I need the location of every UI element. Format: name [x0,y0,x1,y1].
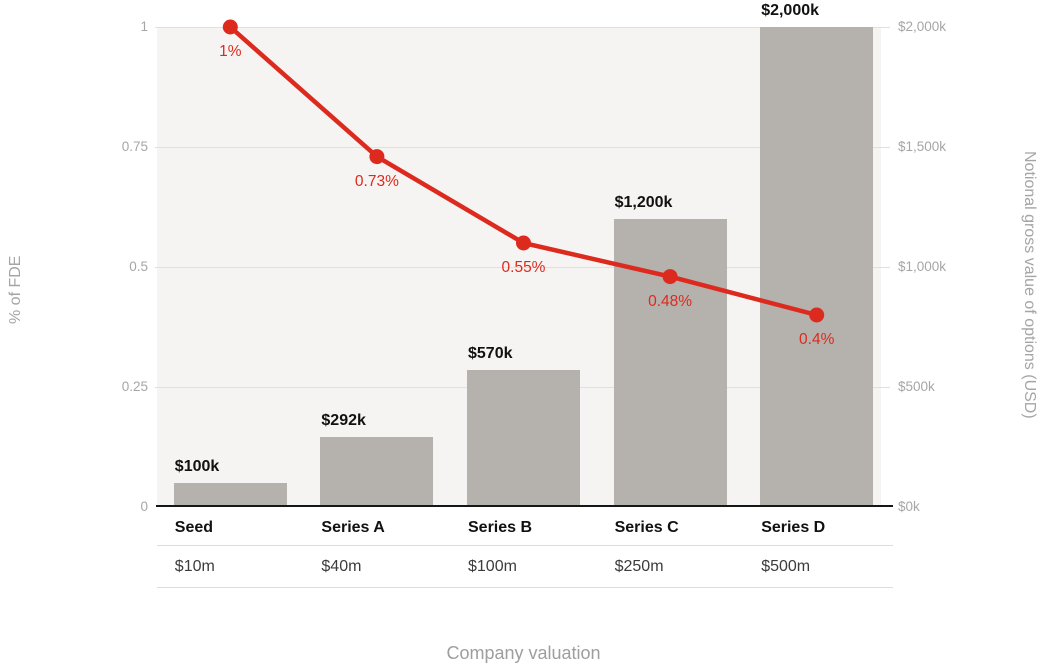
line-series-layer [222,19,825,323]
valuation-label: $100m [468,558,517,575]
line-point-label: 0.4% [799,331,835,348]
bar [760,27,874,507]
bar-value-label: $2,000k [761,2,820,19]
category-label: Series A [321,519,385,536]
valuation-label: $250m [614,558,664,575]
right-axis-tick: $1,500k [898,139,947,154]
category-label: Series D [761,519,826,536]
valuation-label: $10m [174,558,215,575]
x-axis-line [156,505,893,507]
line-point-label: 0.48% [648,292,693,310]
right-axis-tick: $2,000k [898,19,947,34]
bar-value-label: $292k [321,411,366,429]
right-axis-title: Notional gross value of options (USD) [1021,151,1038,419]
left-axis-tick: 0.75 [121,139,148,154]
right-axis-tick: $1,000k [898,259,947,274]
left-axis-tick: 0.5 [129,259,148,274]
valuation-label: $40m [321,558,362,575]
table-divider-bottom [157,587,893,588]
bar-value-label: $100k [174,458,220,475]
line-point [516,235,531,251]
bar [467,370,580,507]
bar [320,436,434,507]
x-axis-title: Company valuation [446,643,601,663]
left-axis-tick: 0 [140,499,148,514]
category-label: Series C [614,519,679,536]
left-axis-tick: 1 [140,19,148,34]
line-point [809,307,825,323]
line-point [662,269,678,285]
left-axis-title: % of FDE [7,255,24,325]
gridline [155,266,890,268]
right-axis-tick: $500k [898,379,935,394]
bar-value-label: $1,200k [614,194,673,211]
line-point-label: 0.73% [354,172,399,190]
line-point-label: 0.55% [501,259,546,276]
gridline [155,146,890,148]
valuation-label: $500m [761,558,811,575]
line-point-label: 1% [219,43,242,60]
table-divider-top [157,545,893,546]
category-label: Seed [174,519,214,536]
bar [173,483,287,507]
line-point [369,149,385,165]
left-axis-tick: 0.25 [121,379,148,394]
bar-value-label: $570k [468,345,513,363]
right-axis-tick: $0k [898,499,920,514]
line-point [222,19,238,35]
category-label: Series B [468,519,533,536]
gridline [155,26,890,28]
